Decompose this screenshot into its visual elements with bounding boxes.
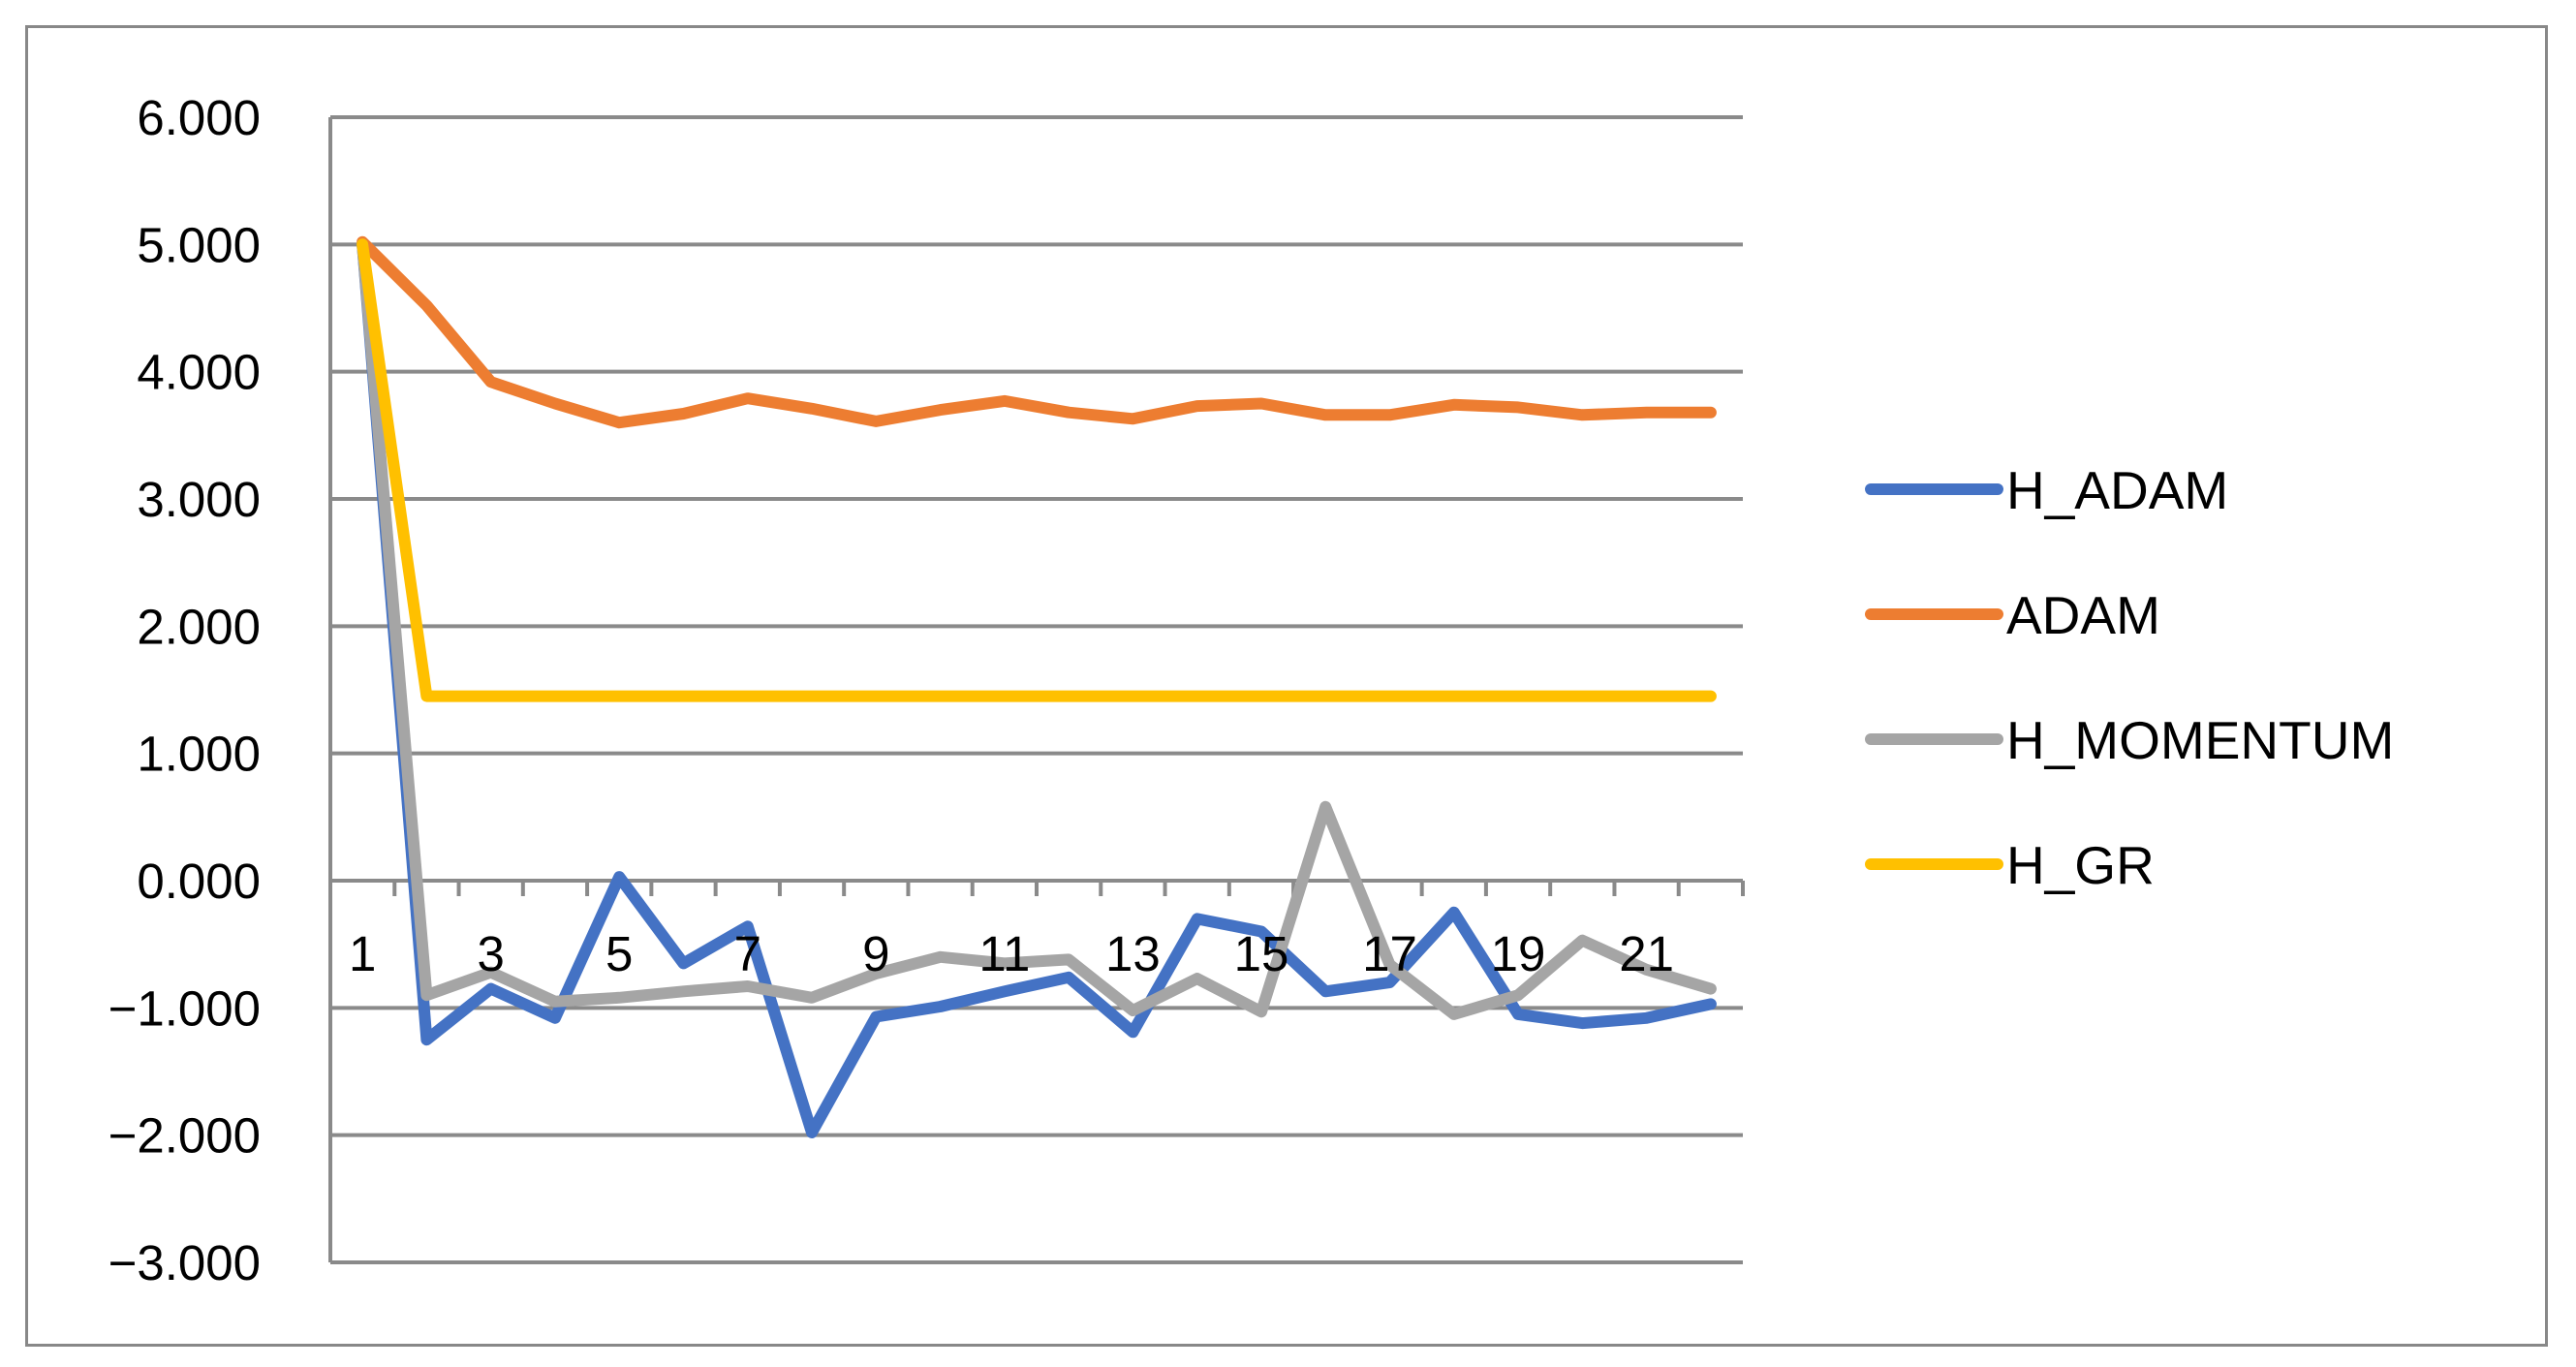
y-tick-label: 0.000	[137, 854, 261, 909]
y-tick-label: 1.000	[137, 727, 261, 782]
y-tick-label: 6.000	[137, 90, 261, 145]
y-tick-label: −2.000	[109, 1108, 261, 1164]
y-tick-label: 5.000	[137, 217, 261, 272]
series-line-h-momentum	[357, 238, 1717, 1020]
y-tick-label: −1.000	[109, 980, 261, 1036]
y-tick-label: 4.000	[137, 345, 261, 400]
x-tick-label: 1	[349, 926, 376, 981]
x-tick-label: 21	[1619, 926, 1674, 981]
x-tick-label: 17	[1362, 926, 1417, 981]
x-tick-label: 3	[477, 926, 504, 981]
x-tick-label: 13	[1105, 926, 1161, 981]
legend-label: ADAM	[2006, 585, 2160, 645]
series-line-adam	[357, 235, 1717, 429]
x-tick-label: 15	[1234, 926, 1289, 981]
y-tick-label: 3.000	[137, 472, 261, 527]
line-chart: 6.000 5.000 4.000 3.000 2.000 1.000 0.000 −1.00…	[109, 90, 2395, 1290]
series-line-h-adam	[357, 238, 1717, 1138]
x-tick-label: 7	[734, 926, 761, 981]
x-tick-label: 11	[978, 926, 1030, 981]
legend-label: H_GR	[2006, 835, 2155, 895]
y-tick-label: 2.000	[137, 599, 261, 654]
legend-label: H_ADAM	[2006, 460, 2228, 520]
x-tick-label: 19	[1491, 926, 1546, 981]
x-tick-label: 5	[605, 926, 633, 981]
chart-frame: 6.000 5.000 4.000 3.000 2.000 1.000 0.000 −1.00…	[25, 25, 2548, 1347]
x-tick-label: 9	[862, 926, 889, 981]
legend-label: H_MOMENTUM	[2006, 710, 2394, 770]
y-tick-label: −3.000	[109, 1235, 261, 1290]
series-line-h-gr	[357, 238, 1717, 702]
